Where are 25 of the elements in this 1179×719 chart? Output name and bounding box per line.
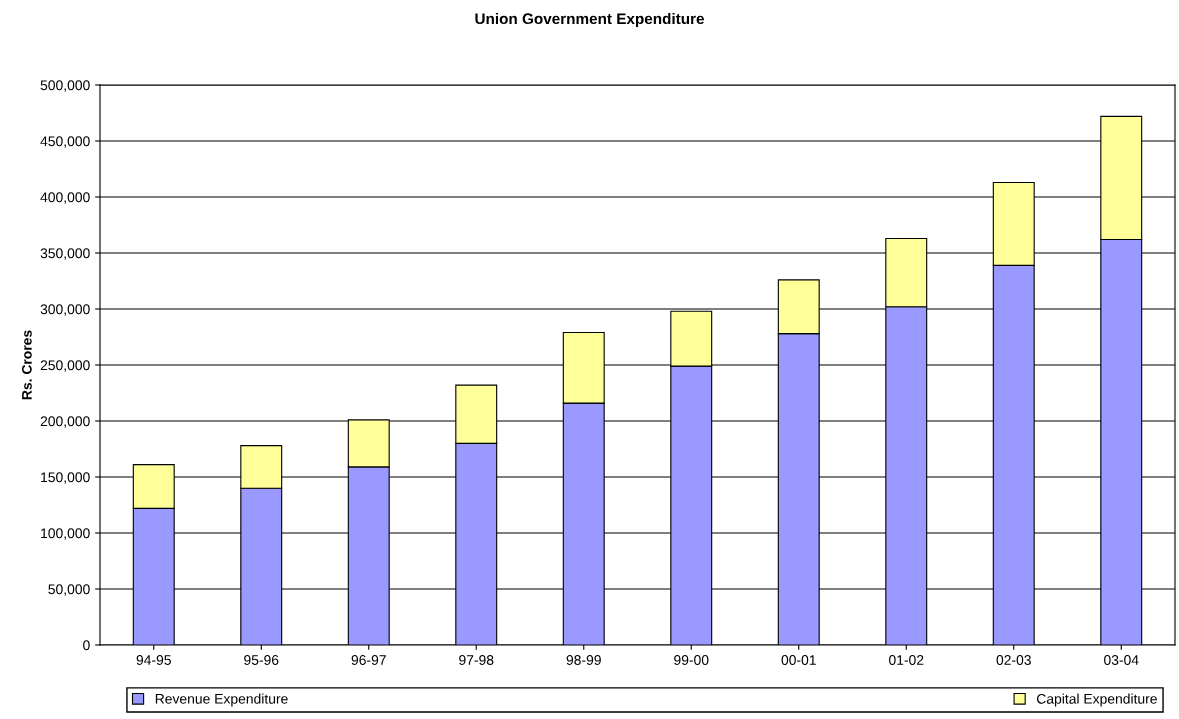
chart-title: Union Government Expenditure: [475, 12, 705, 28]
x-tick-label: 00-01: [781, 655, 816, 665]
y-tick-label: 250,000: [40, 360, 90, 372]
y-tick-label: 150,000: [41, 472, 90, 484]
x-tick-label: 01-02: [889, 655, 924, 665]
x-tick-label: 94-95: [136, 655, 171, 665]
x-tick-label: 02-03: [996, 655, 1031, 665]
x-tick-label: 95-96: [244, 655, 279, 665]
y-tick-label: 0: [83, 640, 90, 651]
y-tick-label: 500,000: [40, 80, 90, 92]
y-tick-label: 350,000: [40, 248, 90, 260]
x-tick-label: 98-99: [566, 655, 601, 665]
y-tick-label: 50,000: [48, 584, 90, 596]
y-tick-label: 400,000: [40, 192, 90, 204]
legend-label: Revenue Expenditure: [155, 693, 288, 707]
y-tick-label: 200,000: [40, 416, 90, 428]
y-axis-title: Rs. Crores: [21, 330, 32, 400]
x-tick-label: 97-98: [459, 655, 494, 665]
x-tick-label: 03-04: [1104, 655, 1139, 665]
legend-label: Capital Expenditure: [1037, 693, 1157, 707]
y-tick-label: 300,000: [40, 304, 90, 316]
y-tick-label: 100,000: [41, 528, 90, 540]
x-tick-label: 99-00: [674, 655, 709, 665]
y-tick-label: 450,000: [40, 136, 90, 148]
x-tick-label: 96-97: [351, 655, 386, 665]
